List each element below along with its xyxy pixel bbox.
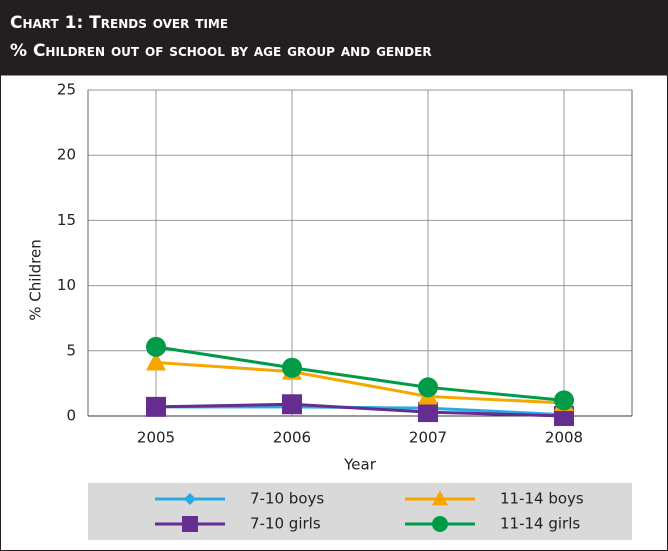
chart-subtitle: % Children out of school by age group an… bbox=[10, 41, 432, 61]
series-line bbox=[155, 345, 565, 402]
marker bbox=[554, 406, 574, 426]
marker bbox=[418, 377, 438, 398]
series-line bbox=[155, 402, 565, 418]
legend-label: 7-10 girls bbox=[250, 515, 321, 533]
marker bbox=[146, 336, 166, 357]
marker bbox=[432, 490, 448, 506]
marker bbox=[554, 390, 574, 411]
legend-label: 11-14 girls bbox=[500, 515, 580, 533]
y-tick-label: 0 bbox=[66, 407, 76, 425]
x-axis-label: Year bbox=[343, 456, 377, 474]
chart-title: Chart 1: Trends over time bbox=[10, 13, 228, 33]
marker bbox=[282, 357, 302, 378]
x-tick-label: 2006 bbox=[273, 429, 311, 447]
legend-label: 7-10 boys bbox=[250, 490, 324, 508]
y-tick-label: 20 bbox=[57, 146, 76, 164]
marker bbox=[418, 402, 438, 423]
marker bbox=[146, 396, 166, 417]
marker bbox=[432, 516, 448, 532]
frame bbox=[0, 74, 668, 551]
marker bbox=[184, 493, 196, 505]
marker bbox=[146, 351, 166, 371]
y-tick-label: 25 bbox=[57, 81, 76, 99]
header-band bbox=[0, 0, 668, 75]
x-tick-label: 2008 bbox=[545, 429, 583, 447]
legend-box bbox=[88, 483, 632, 540]
legend-label: 11-14 boys bbox=[500, 490, 584, 508]
x-tick-label: 2005 bbox=[137, 429, 175, 447]
y-tick-label: 5 bbox=[66, 341, 76, 359]
x-tick-label: 2007 bbox=[409, 429, 447, 447]
y-tick-label: 10 bbox=[57, 276, 76, 294]
marker bbox=[282, 394, 302, 415]
y-tick-label: 15 bbox=[57, 211, 76, 229]
y-axis-label: % Children bbox=[27, 239, 45, 320]
series-line bbox=[155, 361, 565, 405]
marker bbox=[182, 516, 198, 532]
